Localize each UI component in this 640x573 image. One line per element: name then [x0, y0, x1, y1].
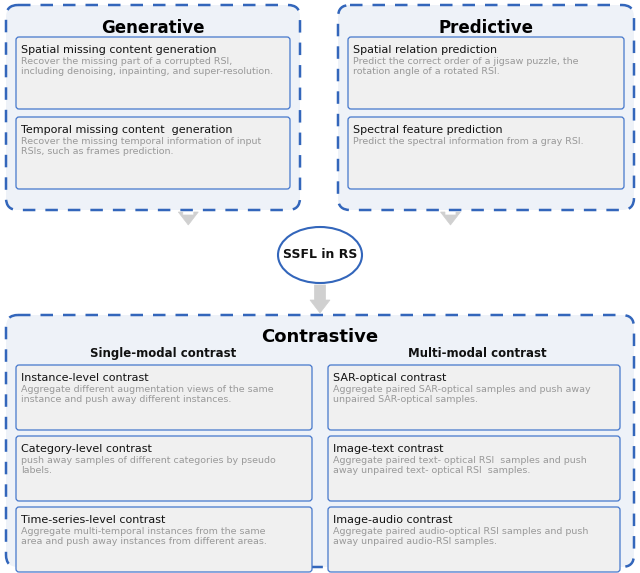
Text: Category-level contrast: Category-level contrast [21, 444, 152, 454]
FancyBboxPatch shape [16, 117, 290, 189]
Text: SAR-optical contrast: SAR-optical contrast [333, 373, 446, 383]
FancyArrow shape [310, 285, 330, 313]
FancyArrow shape [440, 212, 461, 225]
FancyBboxPatch shape [16, 37, 290, 109]
FancyArrow shape [179, 212, 198, 225]
FancyBboxPatch shape [6, 5, 300, 210]
Text: Aggregate different augmentation views of the same
instance and push away differ: Aggregate different augmentation views o… [21, 385, 274, 405]
Text: Time-series-level contrast: Time-series-level contrast [21, 515, 165, 525]
Text: Image-audio contrast: Image-audio contrast [333, 515, 452, 525]
FancyBboxPatch shape [328, 436, 620, 501]
Text: Multi-modal contrast: Multi-modal contrast [408, 347, 547, 360]
Text: SSFL in RS: SSFL in RS [283, 249, 357, 261]
FancyBboxPatch shape [16, 436, 312, 501]
FancyBboxPatch shape [338, 5, 634, 210]
Text: Predictive: Predictive [438, 19, 534, 37]
Text: Spatial missing content generation: Spatial missing content generation [21, 45, 216, 55]
Text: Image-text contrast: Image-text contrast [333, 444, 444, 454]
Text: Temporal missing content  generation: Temporal missing content generation [21, 125, 232, 135]
FancyBboxPatch shape [328, 507, 620, 572]
FancyBboxPatch shape [348, 37, 624, 109]
Text: Spectral feature prediction: Spectral feature prediction [353, 125, 502, 135]
Text: Aggregate paired text- optical RSI  samples and push
away unpaired text- optical: Aggregate paired text- optical RSI sampl… [333, 456, 587, 476]
Text: push away samples of different categories by pseudo
labels.: push away samples of different categorie… [21, 456, 276, 476]
Text: Recover the missing temporal information of input
RSIs, such as frames predictio: Recover the missing temporal information… [21, 137, 261, 156]
Text: Spatial relation prediction: Spatial relation prediction [353, 45, 497, 55]
Text: Aggregate paired SAR-optical samples and push away
unpaired SAR-optical samples.: Aggregate paired SAR-optical samples and… [333, 385, 591, 405]
Text: Aggregate multi-temporal instances from the same
area and push away instances fr: Aggregate multi-temporal instances from … [21, 527, 267, 547]
FancyBboxPatch shape [348, 117, 624, 189]
Text: Recover the missing part of a corrupted RSI,
including denoising, inpainting, an: Recover the missing part of a corrupted … [21, 57, 273, 76]
Text: Instance-level contrast: Instance-level contrast [21, 373, 148, 383]
FancyBboxPatch shape [6, 315, 634, 567]
FancyBboxPatch shape [16, 507, 312, 572]
FancyBboxPatch shape [16, 365, 312, 430]
Text: Aggregate paired audio-optical RSI samples and push
away unpaired audio-RSI samp: Aggregate paired audio-optical RSI sampl… [333, 527, 588, 547]
Text: Contrastive: Contrastive [261, 328, 379, 346]
Text: Predict the spectral information from a gray RSI.: Predict the spectral information from a … [353, 137, 584, 146]
FancyBboxPatch shape [328, 365, 620, 430]
Text: Generative: Generative [101, 19, 205, 37]
Text: Predict the correct order of a jigsaw puzzle, the
rotation angle of a rotated RS: Predict the correct order of a jigsaw pu… [353, 57, 579, 76]
Text: Single-modal contrast: Single-modal contrast [90, 347, 236, 360]
